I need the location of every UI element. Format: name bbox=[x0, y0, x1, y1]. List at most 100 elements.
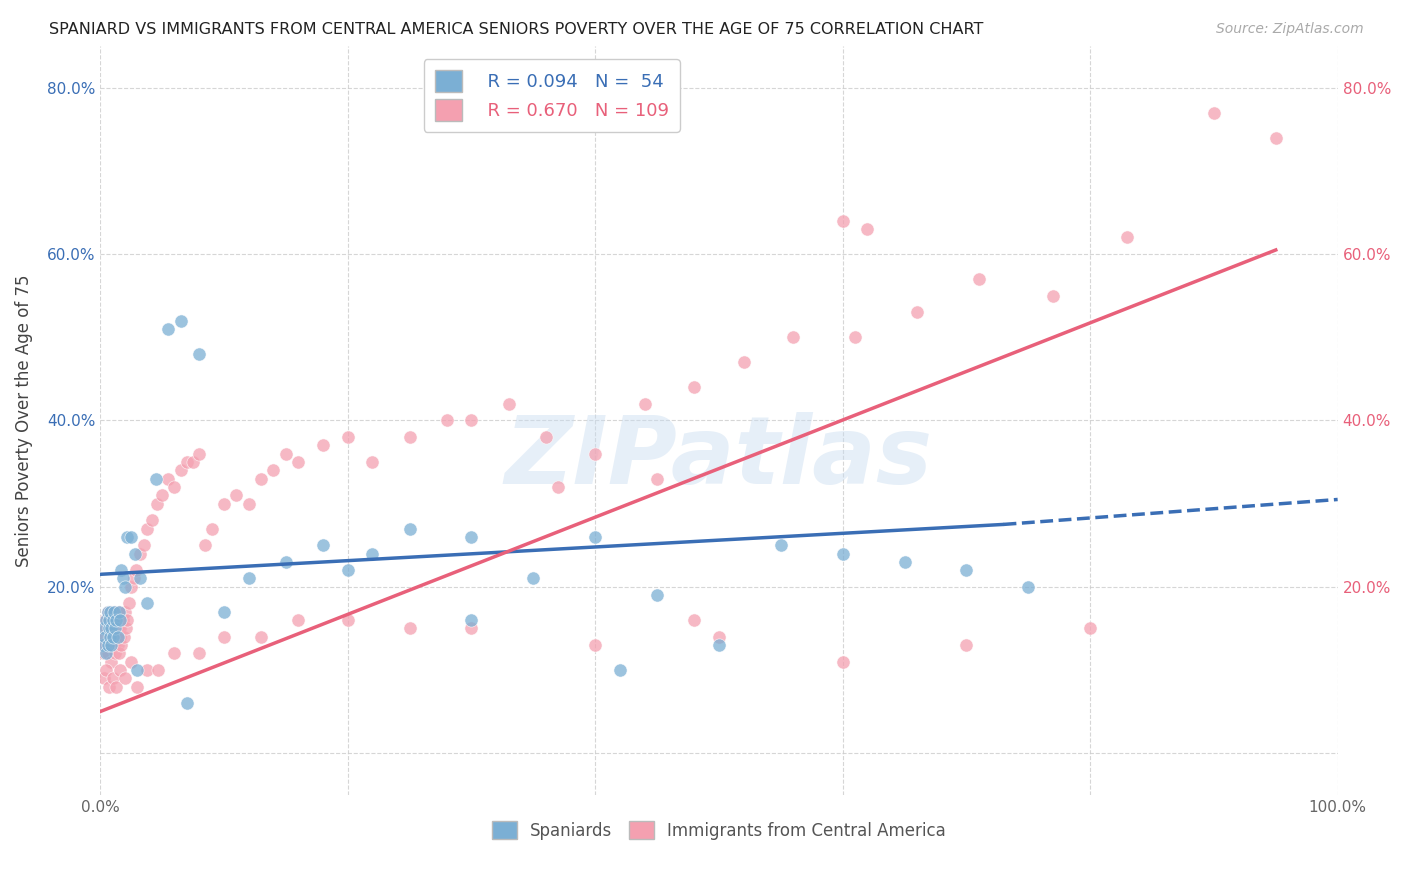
Point bbox=[238, 572, 260, 586]
Point bbox=[97, 605, 120, 619]
Point bbox=[122, 572, 145, 586]
Point bbox=[120, 530, 142, 544]
Point bbox=[361, 455, 384, 469]
Point bbox=[110, 563, 132, 577]
Point bbox=[108, 605, 131, 619]
Point bbox=[225, 488, 247, 502]
Point bbox=[176, 455, 198, 469]
Point bbox=[163, 480, 186, 494]
Point bbox=[108, 663, 131, 677]
Point bbox=[583, 638, 606, 652]
Point bbox=[101, 613, 124, 627]
Point bbox=[125, 563, 148, 577]
Point bbox=[238, 497, 260, 511]
Point bbox=[163, 646, 186, 660]
Point bbox=[128, 547, 150, 561]
Point bbox=[101, 671, 124, 685]
Point bbox=[96, 613, 118, 627]
Point bbox=[93, 646, 115, 660]
Point bbox=[707, 630, 730, 644]
Point bbox=[100, 621, 122, 635]
Point bbox=[522, 572, 544, 586]
Point bbox=[91, 638, 114, 652]
Point bbox=[127, 663, 149, 677]
Point bbox=[733, 355, 755, 369]
Point bbox=[105, 613, 128, 627]
Point bbox=[609, 663, 631, 677]
Point bbox=[103, 638, 125, 652]
Point bbox=[967, 272, 990, 286]
Point bbox=[104, 605, 127, 619]
Point bbox=[250, 630, 273, 644]
Point bbox=[398, 430, 420, 444]
Point bbox=[547, 480, 569, 494]
Point bbox=[97, 680, 120, 694]
Point bbox=[782, 330, 804, 344]
Point bbox=[110, 638, 132, 652]
Point bbox=[105, 680, 128, 694]
Point bbox=[97, 646, 120, 660]
Point bbox=[98, 638, 121, 652]
Point bbox=[136, 663, 159, 677]
Point bbox=[398, 621, 420, 635]
Point bbox=[111, 572, 134, 586]
Point bbox=[436, 413, 458, 427]
Point bbox=[170, 313, 193, 327]
Point bbox=[1264, 130, 1286, 145]
Point bbox=[100, 605, 122, 619]
Point bbox=[212, 497, 235, 511]
Point bbox=[91, 630, 114, 644]
Point bbox=[97, 605, 120, 619]
Point bbox=[148, 663, 170, 677]
Point bbox=[645, 472, 668, 486]
Point bbox=[105, 630, 128, 644]
Point bbox=[101, 613, 124, 627]
Point bbox=[312, 438, 335, 452]
Point bbox=[146, 497, 169, 511]
Point bbox=[831, 214, 853, 228]
Point bbox=[108, 646, 131, 660]
Point bbox=[120, 655, 142, 669]
Point bbox=[831, 547, 853, 561]
Text: SPANIARD VS IMMIGRANTS FROM CENTRAL AMERICA SENIORS POVERTY OVER THE AGE OF 75 C: SPANIARD VS IMMIGRANTS FROM CENTRAL AMER… bbox=[49, 22, 984, 37]
Point bbox=[103, 605, 125, 619]
Point bbox=[583, 530, 606, 544]
Y-axis label: Seniors Poverty Over the Age of 75: Seniors Poverty Over the Age of 75 bbox=[15, 274, 32, 566]
Point bbox=[108, 621, 131, 635]
Point bbox=[188, 646, 211, 660]
Point bbox=[955, 638, 977, 652]
Point bbox=[263, 463, 285, 477]
Point bbox=[132, 538, 155, 552]
Point bbox=[96, 638, 118, 652]
Point bbox=[583, 447, 606, 461]
Text: ZIPatlas: ZIPatlas bbox=[505, 412, 934, 504]
Point bbox=[100, 638, 122, 652]
Point bbox=[176, 696, 198, 710]
Point bbox=[96, 663, 118, 677]
Point bbox=[157, 322, 180, 336]
Point bbox=[188, 347, 211, 361]
Point bbox=[398, 522, 420, 536]
Point bbox=[212, 630, 235, 644]
Point bbox=[1202, 105, 1225, 120]
Point bbox=[127, 680, 149, 694]
Point bbox=[136, 596, 159, 610]
Point bbox=[150, 488, 173, 502]
Point bbox=[336, 563, 359, 577]
Point bbox=[145, 472, 167, 486]
Point bbox=[460, 413, 482, 427]
Point bbox=[856, 222, 879, 236]
Point bbox=[460, 530, 482, 544]
Point bbox=[274, 555, 297, 569]
Point bbox=[893, 555, 915, 569]
Point bbox=[336, 430, 359, 444]
Point bbox=[1116, 230, 1139, 244]
Point bbox=[534, 430, 557, 444]
Point bbox=[108, 613, 131, 627]
Point bbox=[336, 613, 359, 627]
Point bbox=[107, 638, 129, 652]
Point bbox=[287, 613, 309, 627]
Point bbox=[460, 621, 482, 635]
Point bbox=[100, 655, 122, 669]
Point bbox=[683, 380, 706, 394]
